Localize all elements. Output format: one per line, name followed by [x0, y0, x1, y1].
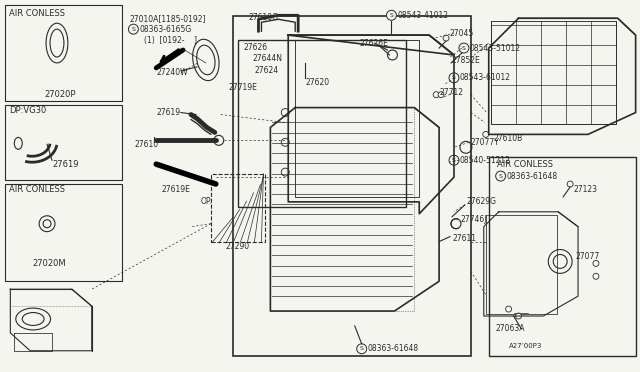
Circle shape	[214, 135, 224, 145]
Text: 27719E: 27719E	[228, 83, 257, 92]
Text: 08543-51012: 08543-51012	[470, 44, 521, 52]
Text: 08363-6165G: 08363-6165G	[140, 25, 191, 34]
Circle shape	[459, 43, 469, 53]
Circle shape	[593, 260, 599, 266]
Bar	[295, 40, 419, 197]
Circle shape	[443, 35, 449, 41]
Circle shape	[387, 10, 396, 20]
Text: 08543-41012: 08543-41012	[397, 11, 449, 20]
Bar	[5, 184, 122, 281]
Bar	[5, 105, 122, 180]
Bar	[491, 21, 616, 125]
Circle shape	[516, 313, 522, 319]
Circle shape	[449, 73, 459, 83]
Text: 27077: 27077	[575, 252, 599, 261]
Text: 27619E: 27619E	[161, 186, 190, 195]
Text: 27290: 27290	[226, 242, 250, 251]
Text: 27626: 27626	[244, 42, 268, 52]
Text: 27020M: 27020M	[32, 259, 66, 268]
Text: 27020P: 27020P	[44, 90, 76, 99]
Bar	[489, 157, 636, 356]
Text: 27626E: 27626E	[360, 39, 388, 48]
Text: AIR CONLESS: AIR CONLESS	[497, 160, 553, 169]
Text: 27619: 27619	[52, 160, 79, 169]
Circle shape	[449, 155, 459, 165]
Text: (1)  [0192-    ]: (1) [0192- ]	[145, 36, 197, 45]
Text: 27123: 27123	[573, 186, 597, 195]
Text: 27712: 27712	[439, 88, 463, 97]
Text: 27611: 27611	[452, 234, 476, 243]
Text: S: S	[452, 75, 456, 80]
Text: 27620: 27620	[305, 78, 329, 87]
Text: 27629G: 27629G	[467, 198, 497, 206]
Text: 08363-61648: 08363-61648	[367, 344, 419, 353]
Text: S: S	[131, 27, 135, 32]
Circle shape	[495, 171, 506, 181]
Circle shape	[483, 131, 489, 137]
Text: 27063A: 27063A	[495, 324, 525, 333]
Circle shape	[567, 181, 573, 187]
Text: S: S	[360, 346, 364, 351]
Circle shape	[506, 306, 511, 312]
Text: A27’00P3: A27’00P3	[509, 343, 542, 349]
Circle shape	[438, 92, 444, 98]
Text: S: S	[390, 13, 394, 18]
Text: 27610B: 27610B	[493, 134, 523, 143]
Text: 27077Y: 27077Y	[471, 138, 500, 147]
Text: 27852E: 27852E	[451, 57, 480, 65]
Text: S: S	[452, 158, 456, 163]
Bar	[233, 16, 471, 356]
Text: 27746J: 27746J	[461, 215, 488, 224]
Text: OP.: OP.	[201, 198, 212, 206]
Text: 27610: 27610	[134, 140, 159, 149]
Text: 27644N: 27644N	[253, 54, 282, 64]
Text: 27010A[1185-0192]: 27010A[1185-0192]	[129, 14, 206, 23]
Text: 27624: 27624	[255, 66, 278, 76]
Bar	[486, 215, 557, 314]
Bar	[211, 174, 266, 241]
Text: 27619: 27619	[156, 108, 180, 117]
Circle shape	[129, 24, 138, 34]
Circle shape	[433, 92, 439, 98]
Text: S: S	[462, 45, 466, 51]
Text: 27240W: 27240W	[156, 68, 188, 77]
Text: DP:VG30: DP:VG30	[10, 106, 47, 115]
Text: 27045: 27045	[449, 29, 473, 38]
Bar	[237, 40, 406, 207]
Text: 08540-51212: 08540-51212	[460, 156, 511, 165]
Text: 08363-61648: 08363-61648	[507, 171, 557, 180]
Bar	[5, 5, 122, 101]
Text: AIR CONLESS: AIR CONLESS	[10, 186, 65, 195]
Circle shape	[593, 273, 599, 279]
Text: 08543-61012: 08543-61012	[460, 73, 511, 82]
Text: S: S	[499, 174, 502, 179]
Text: AIR CONLESS: AIR CONLESS	[10, 9, 65, 18]
Text: 27610G: 27610G	[248, 13, 278, 22]
Circle shape	[356, 344, 367, 354]
